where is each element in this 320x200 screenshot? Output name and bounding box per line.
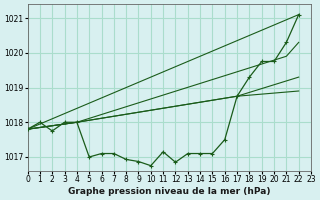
X-axis label: Graphe pression niveau de la mer (hPa): Graphe pression niveau de la mer (hPa) (68, 187, 270, 196)
